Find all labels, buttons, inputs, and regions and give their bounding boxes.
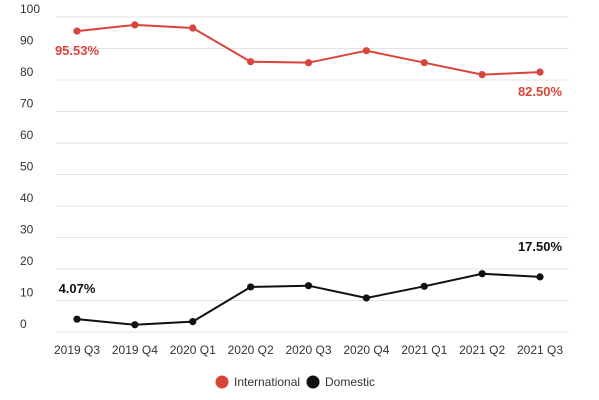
legend: International Domestic bbox=[215, 375, 375, 389]
y-tick-label: 20 bbox=[20, 254, 34, 268]
data-point-domestic bbox=[420, 282, 428, 290]
data-point-domestic bbox=[73, 315, 81, 323]
x-tick-label: 2020 Q3 bbox=[285, 343, 331, 357]
legend-label-domestic: Domestic bbox=[325, 375, 375, 389]
data-point-international bbox=[131, 21, 139, 29]
gridlines bbox=[56, 16, 569, 333]
x-tick-label: 2020 Q4 bbox=[343, 343, 389, 357]
data-labels: 95.53% 82.50% 4.07% 17.50% bbox=[55, 43, 563, 296]
y-tick-label: 0 bbox=[20, 317, 27, 331]
data-point-international bbox=[73, 27, 81, 35]
data-point-international bbox=[247, 58, 255, 66]
y-tick-label: 50 bbox=[20, 160, 34, 174]
series-line-domestic bbox=[76, 272, 541, 326]
x-tick-label: 2020 Q1 bbox=[170, 343, 216, 357]
data-point-domestic bbox=[131, 321, 139, 329]
y-tick-label: 70 bbox=[20, 97, 34, 111]
data-point-domestic bbox=[478, 270, 486, 278]
data-point-domestic bbox=[189, 318, 197, 326]
x-axis-ticks: 2019 Q3 2019 Q4 2020 Q1 2020 Q2 2020 Q3 2020 … bbox=[54, 343, 563, 357]
x-tick-label: 2019 Q4 bbox=[112, 343, 158, 357]
data-point-international bbox=[478, 71, 486, 79]
x-tick-label: 2021 Q2 bbox=[459, 343, 505, 357]
y-tick-label: 100 bbox=[20, 2, 40, 16]
y-tick-label: 10 bbox=[20, 286, 34, 300]
y-axis-ticks: 0 10 20 30 40 50 60 70 80 90 100 bbox=[20, 2, 40, 331]
data-label: 4.07% bbox=[59, 281, 96, 296]
data-point-international bbox=[304, 59, 313, 67]
x-tick-label: 2020 Q2 bbox=[228, 343, 274, 357]
y-tick-label: 40 bbox=[20, 191, 34, 205]
data-point-international bbox=[189, 24, 197, 32]
x-tick-label: 2021 Q3 bbox=[517, 343, 563, 357]
y-tick-label: 90 bbox=[20, 34, 34, 48]
series-points bbox=[73, 21, 544, 329]
legend-marker-domestic bbox=[306, 375, 320, 389]
data-point-domestic bbox=[536, 273, 544, 281]
data-label: 17.50% bbox=[518, 239, 563, 254]
data-point-international bbox=[362, 47, 370, 55]
data-label: 95.53% bbox=[55, 43, 100, 58]
x-tick-label: 2021 Q1 bbox=[401, 343, 447, 357]
x-tick-label: 2019 Q3 bbox=[54, 343, 100, 357]
y-tick-label: 80 bbox=[20, 65, 34, 79]
data-point-international bbox=[536, 68, 544, 76]
legend-marker-international bbox=[215, 375, 229, 389]
data-point-international bbox=[420, 59, 428, 67]
legend-label-international: International bbox=[234, 375, 300, 389]
y-tick-label: 60 bbox=[20, 128, 34, 142]
data-point-domestic bbox=[304, 282, 313, 290]
y-tick-label: 30 bbox=[20, 223, 34, 237]
series-line-international bbox=[76, 23, 541, 76]
data-label: 82.50% bbox=[518, 84, 563, 99]
data-point-domestic bbox=[247, 283, 255, 291]
data-point-domestic bbox=[362, 294, 370, 302]
